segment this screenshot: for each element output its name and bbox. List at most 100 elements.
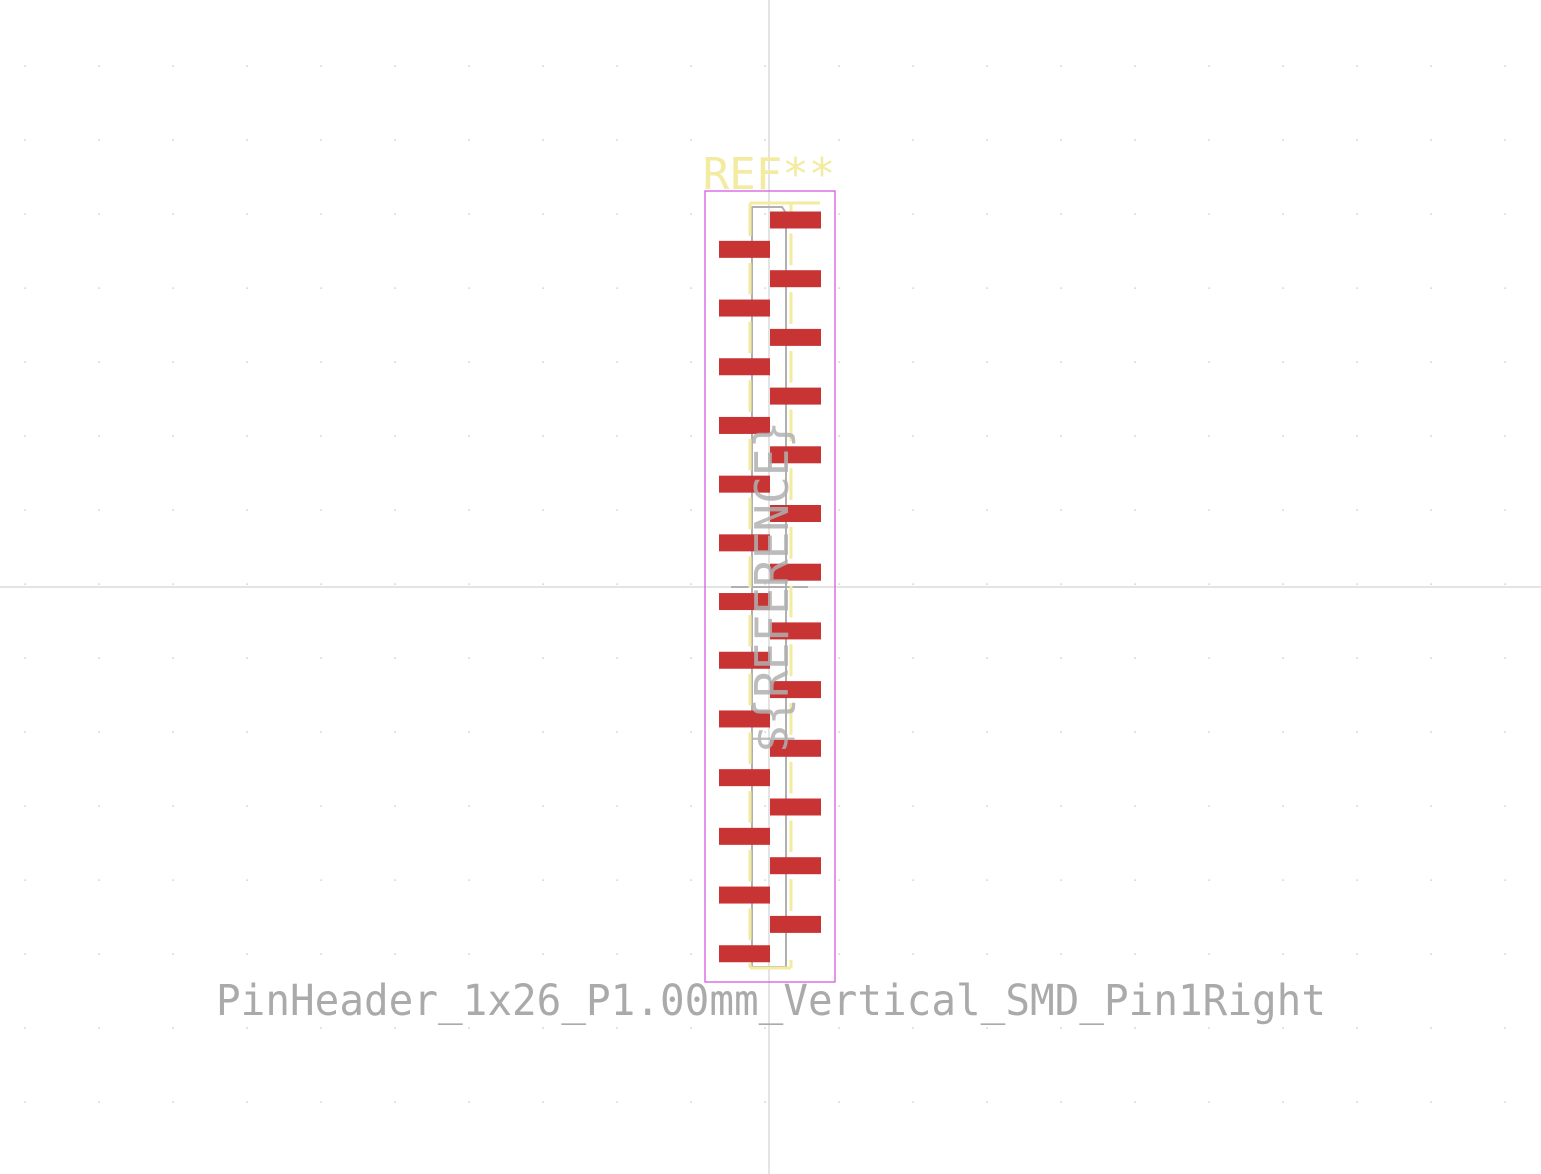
grid-dot: [912, 731, 914, 733]
footprint-value[interactable]: PinHeader_1x26_P1.00mm_Vertical_SMD_Pin1…: [216, 976, 1326, 1026]
grid-dot: [1356, 879, 1358, 881]
grid-dot: [1134, 1101, 1136, 1103]
reference-designator[interactable]: REF**: [703, 149, 835, 200]
grid-dot: [246, 657, 248, 659]
grid-dot: [912, 435, 914, 437]
grid-dot: [1282, 657, 1284, 659]
smd-pad-12[interactable]: [719, 534, 770, 552]
grid-dot: [616, 1101, 618, 1103]
smd-pad-5[interactable]: [770, 328, 821, 346]
grid-dot: [468, 65, 470, 67]
grid-dot: [1060, 435, 1062, 437]
grid-dot: [838, 657, 840, 659]
grid-dot: [1060, 731, 1062, 733]
grid-dot: [468, 361, 470, 363]
grid-dot: [1060, 213, 1062, 215]
smd-pad-14[interactable]: [719, 593, 770, 611]
grid-dot: [616, 435, 618, 437]
smd-pad-10[interactable]: [719, 475, 770, 493]
fab-reference-text[interactable]: ${REFERENCE}: [745, 421, 799, 753]
grid-dot: [542, 953, 544, 955]
grid-dot: [838, 879, 840, 881]
grid-dot: [986, 879, 988, 881]
pads-left-column: [719, 240, 770, 963]
grid-dot: [616, 1027, 618, 1029]
grid-dot: [468, 139, 470, 141]
grid-dot: [1356, 287, 1358, 289]
smd-pad-11[interactable]: [770, 505, 821, 522]
grid-dot: [690, 65, 692, 67]
grid-dot: [986, 657, 988, 659]
grid-dot: [912, 65, 914, 67]
grid-dot: [394, 805, 396, 807]
smd-pad-15[interactable]: [770, 622, 821, 640]
grid-dot: [912, 509, 914, 511]
smd-pad-3[interactable]: [770, 270, 821, 288]
smd-pad-18[interactable]: [719, 710, 770, 728]
grid-dot: [542, 583, 544, 585]
smd-pad-7[interactable]: [770, 387, 821, 405]
smd-pad-22[interactable]: [719, 827, 770, 845]
smd-pad-9[interactable]: [770, 446, 821, 464]
grid-dot: [1504, 953, 1506, 955]
grid-dot: [320, 509, 322, 511]
grid-dot: [320, 435, 322, 437]
smd-pad-26[interactable]: [719, 945, 770, 963]
grid-dot: [912, 1027, 914, 1029]
grid-dot: [98, 435, 100, 437]
smd-pad-23[interactable]: [770, 857, 821, 875]
grid-dot: [1208, 731, 1210, 733]
grid-dot: [1504, 213, 1506, 215]
smd-pad-21[interactable]: [770, 798, 821, 816]
grid-dot: [1282, 1101, 1284, 1103]
smd-pad-13[interactable]: [770, 563, 821, 581]
smd-pad-4[interactable]: [719, 299, 770, 317]
grid-dot: [912, 287, 914, 289]
grid-dot: [172, 435, 174, 437]
grid-dot: [24, 583, 26, 585]
grid-dot: [394, 361, 396, 363]
grid-dot: [764, 1027, 766, 1029]
grid-dot: [1430, 953, 1432, 955]
grid-dot: [616, 805, 618, 807]
smd-pad-25[interactable]: [770, 915, 821, 933]
smd-pad-1[interactable]: [770, 211, 821, 229]
grid-dot: [1060, 361, 1062, 363]
grid-dot: [1430, 435, 1432, 437]
grid-dot: [172, 509, 174, 511]
grid-dot: [320, 287, 322, 289]
grid-dot: [616, 583, 618, 585]
grid-dot: [1060, 583, 1062, 585]
smd-pad-19[interactable]: [770, 739, 821, 757]
grid-dot: [542, 435, 544, 437]
grid-dot: [690, 805, 692, 807]
grid-dot: [1430, 65, 1432, 67]
pads-right-column: [770, 211, 821, 933]
grid-dot: [468, 731, 470, 733]
grid-dot: [98, 361, 100, 363]
smd-pad-2[interactable]: [719, 240, 770, 258]
smd-pad-6[interactable]: [719, 358, 770, 376]
grid-dot: [616, 361, 618, 363]
grid-dot: [1430, 657, 1432, 659]
grid-dot: [172, 287, 174, 289]
smd-pad-17[interactable]: [770, 681, 821, 699]
grid-dot: [1208, 1027, 1210, 1029]
grid-dot: [690, 731, 692, 733]
grid-dot: [542, 65, 544, 67]
grid-dot: [1504, 657, 1506, 659]
smd-pad-8[interactable]: [719, 416, 770, 434]
smd-pad-16[interactable]: [719, 651, 770, 669]
grid-dot: [394, 213, 396, 215]
grid-dot: [98, 213, 100, 215]
grid-dot: [542, 879, 544, 881]
grid-dot: [1356, 435, 1358, 437]
grid-dot: [1060, 509, 1062, 511]
grid-dot: [246, 287, 248, 289]
smd-pad-24[interactable]: [719, 886, 770, 904]
grid-dot: [838, 1101, 840, 1103]
smd-pad-20[interactable]: [719, 769, 770, 787]
grid-dot: [690, 287, 692, 289]
grid-dot: [1430, 139, 1432, 141]
